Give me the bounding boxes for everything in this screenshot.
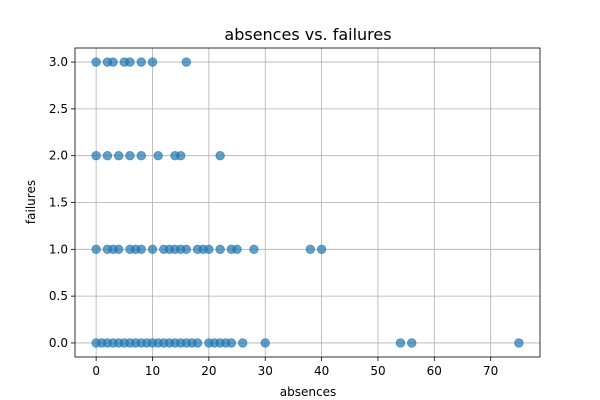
data-point [113,150,124,161]
x-axis-label: absences [280,385,336,399]
data-point [514,338,524,348]
data-point [232,244,242,255]
data-point [136,150,146,161]
data-point [181,57,192,67]
data-point [147,57,158,67]
data-point [108,57,118,67]
y-tick-label: 1.5 [49,196,68,210]
data-point [260,338,270,348]
x-tick-label: 10 [145,364,160,378]
y-tick-label: 2.5 [49,102,68,116]
data-point [113,244,124,255]
data-point [204,244,214,255]
x-tick-label: 60 [427,364,442,378]
data-point [407,338,417,348]
y-axis-ticks: 0.0 0.5 1.0 1.5 2.0 2.5 3.0 [49,55,75,350]
data-point [395,338,406,348]
data-point [125,150,135,161]
x-tick-label: 70 [483,364,498,378]
data-point [181,244,192,255]
data-point [305,244,316,255]
data-points [91,57,524,348]
data-point [91,244,101,255]
data-point [237,338,248,348]
data-point [316,244,327,255]
data-point [91,57,101,67]
data-point [215,150,225,161]
data-point [136,244,146,255]
y-tick-label: 1.0 [49,242,68,256]
data-point [91,150,101,161]
y-tick-label: 3.0 [49,55,68,69]
x-tick-label: 30 [258,364,273,378]
data-point [147,244,158,255]
data-point [175,150,186,161]
y-tick-label: 2.0 [49,149,68,163]
data-point [226,338,237,348]
y-tick-label: 0.0 [49,336,68,350]
data-point [136,57,146,67]
x-tick-label: 0 [92,364,100,378]
data-point [192,338,203,348]
x-tick-label: 50 [370,364,385,378]
data-point [102,150,113,161]
data-point [153,150,163,161]
y-axis-label: failures [24,180,38,224]
y-tick-label: 0.5 [49,289,68,303]
chart-title: absences vs. failures [224,25,391,44]
data-point [125,57,135,67]
x-tick-label: 20 [201,364,216,378]
data-point [249,244,259,255]
data-point [215,244,225,255]
x-tick-label: 40 [314,364,329,378]
x-axis-ticks: 0 10 20 30 40 50 60 70 [92,357,498,378]
